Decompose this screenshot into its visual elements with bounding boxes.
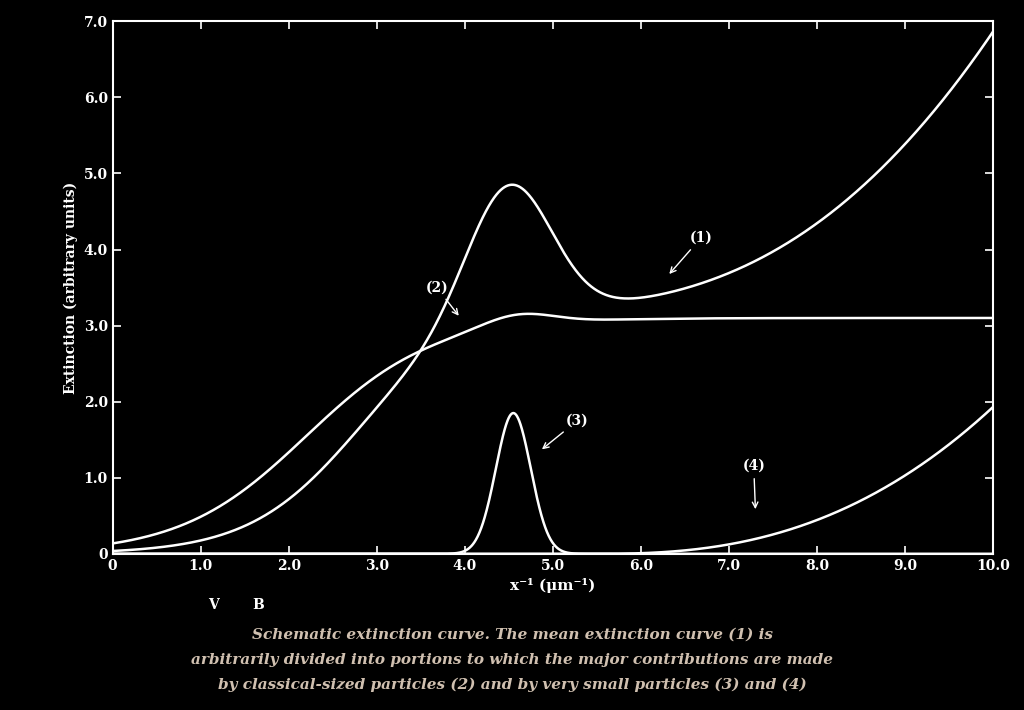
Text: (4): (4) — [742, 459, 765, 508]
Text: (1): (1) — [671, 231, 713, 273]
Text: (2): (2) — [425, 280, 458, 315]
Text: by classical-sized particles (2) and by very small particles (3) and (4): by classical-sized particles (2) and by … — [218, 677, 806, 692]
Text: B: B — [252, 598, 264, 612]
Text: V: V — [209, 598, 219, 612]
Text: Schematic extinction curve. The mean extinction curve (1) is: Schematic extinction curve. The mean ext… — [252, 628, 772, 642]
Y-axis label: Extinction (arbitrary units): Extinction (arbitrary units) — [63, 182, 78, 393]
Text: arbitrarily divided into portions to which the major contributions are made: arbitrarily divided into portions to whi… — [191, 653, 833, 667]
X-axis label: x⁻¹ (μm⁻¹): x⁻¹ (μm⁻¹) — [510, 578, 596, 594]
Text: (3): (3) — [543, 413, 589, 449]
